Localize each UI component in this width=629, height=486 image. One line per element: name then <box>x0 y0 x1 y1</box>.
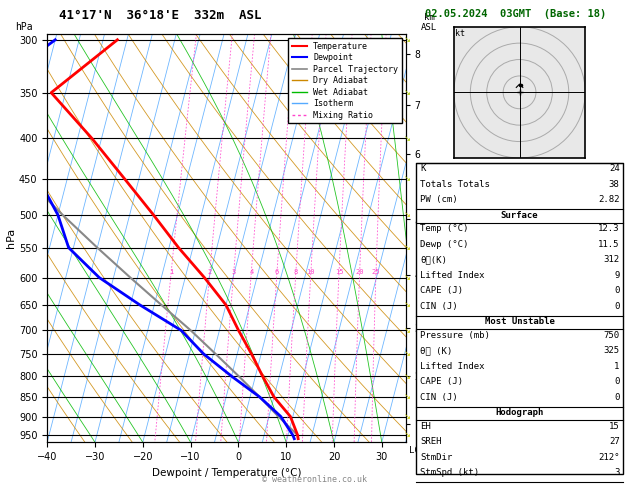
Text: 25: 25 <box>372 269 381 275</box>
Text: kt: kt <box>455 29 465 38</box>
Text: ↘: ↘ <box>404 273 411 282</box>
Text: 0: 0 <box>614 286 620 295</box>
Text: 12.3: 12.3 <box>598 224 620 233</box>
Text: 24: 24 <box>609 164 620 174</box>
Text: ↘: ↘ <box>404 88 411 97</box>
Text: ↘: ↘ <box>404 35 411 44</box>
Text: EH: EH <box>420 422 431 431</box>
Text: 0: 0 <box>614 377 620 386</box>
Text: 1: 1 <box>169 269 174 275</box>
Text: 20: 20 <box>355 269 364 275</box>
Text: 312: 312 <box>603 255 620 264</box>
Text: Hodograph: Hodograph <box>496 408 543 417</box>
Text: 41°17'N  36°18'E  332m  ASL: 41°17'N 36°18'E 332m ASL <box>59 9 262 22</box>
Text: Lifted Index: Lifted Index <box>420 362 485 371</box>
Text: CIN (J): CIN (J) <box>420 393 458 402</box>
Text: 15: 15 <box>335 269 343 275</box>
Text: 0: 0 <box>614 302 620 311</box>
Text: ↘: ↘ <box>404 349 411 359</box>
Text: CAPE (J): CAPE (J) <box>420 286 463 295</box>
Text: ↘: ↘ <box>404 174 411 183</box>
Text: θᴄ(K): θᴄ(K) <box>420 255 447 264</box>
Text: 11.5: 11.5 <box>598 240 620 249</box>
Text: StmSpd (kt): StmSpd (kt) <box>420 469 479 477</box>
Text: Lifted Index: Lifted Index <box>420 271 485 280</box>
Text: Mixing Ratio (g/kg): Mixing Ratio (g/kg) <box>448 191 457 286</box>
Text: 750: 750 <box>603 330 620 340</box>
Text: ↘: ↘ <box>404 243 411 252</box>
Text: 3: 3 <box>614 469 620 477</box>
Text: 9: 9 <box>614 271 620 280</box>
Text: 02.05.2024  03GMT  (Base: 18): 02.05.2024 03GMT (Base: 18) <box>425 9 606 19</box>
Text: 212°: 212° <box>598 453 620 462</box>
Text: 15: 15 <box>609 422 620 431</box>
Text: ↘: ↘ <box>404 393 411 401</box>
Text: 1: 1 <box>614 362 620 371</box>
Text: Totals Totals: Totals Totals <box>420 180 490 189</box>
Text: 2.82: 2.82 <box>598 195 620 205</box>
Text: 4: 4 <box>249 269 253 275</box>
Text: ↘: ↘ <box>404 372 411 381</box>
X-axis label: Dewpoint / Temperature (°C): Dewpoint / Temperature (°C) <box>152 468 301 478</box>
Text: CAPE (J): CAPE (J) <box>420 377 463 386</box>
Text: km
ASL: km ASL <box>421 13 437 32</box>
Text: Most Unstable: Most Unstable <box>484 317 555 327</box>
Text: CIN (J): CIN (J) <box>420 302 458 311</box>
Text: 10: 10 <box>307 269 315 275</box>
Text: 6: 6 <box>275 269 279 275</box>
Text: LCL: LCL <box>409 446 425 455</box>
Text: StmDir: StmDir <box>420 453 452 462</box>
Legend: Temperature, Dewpoint, Parcel Trajectory, Dry Adiabat, Wet Adiabat, Isotherm, Mi: Temperature, Dewpoint, Parcel Trajectory… <box>288 38 401 123</box>
Text: 325: 325 <box>603 346 620 355</box>
Text: 0: 0 <box>614 393 620 402</box>
Text: ↘: ↘ <box>404 300 411 310</box>
Text: 2: 2 <box>208 269 212 275</box>
Text: ↘: ↘ <box>404 210 411 220</box>
Text: ↘: ↘ <box>404 412 411 421</box>
Text: 3: 3 <box>231 269 236 275</box>
Text: Temp (°C): Temp (°C) <box>420 224 469 233</box>
Text: Surface: Surface <box>501 211 538 220</box>
Text: SREH: SREH <box>420 437 442 446</box>
Text: θᴄ (K): θᴄ (K) <box>420 346 452 355</box>
Text: ↘: ↘ <box>404 431 411 440</box>
Text: PW (cm): PW (cm) <box>420 195 458 205</box>
Text: 27: 27 <box>609 437 620 446</box>
Text: ↘: ↘ <box>404 326 411 335</box>
Text: 8: 8 <box>294 269 298 275</box>
Text: K: K <box>420 164 426 174</box>
Text: © weatheronline.co.uk: © weatheronline.co.uk <box>262 474 367 484</box>
Text: Dewp (°C): Dewp (°C) <box>420 240 469 249</box>
Y-axis label: hPa: hPa <box>6 228 16 248</box>
Text: Pressure (mb): Pressure (mb) <box>420 330 490 340</box>
Text: ↘: ↘ <box>404 134 411 143</box>
Text: 38: 38 <box>609 180 620 189</box>
Text: hPa: hPa <box>15 22 33 32</box>
